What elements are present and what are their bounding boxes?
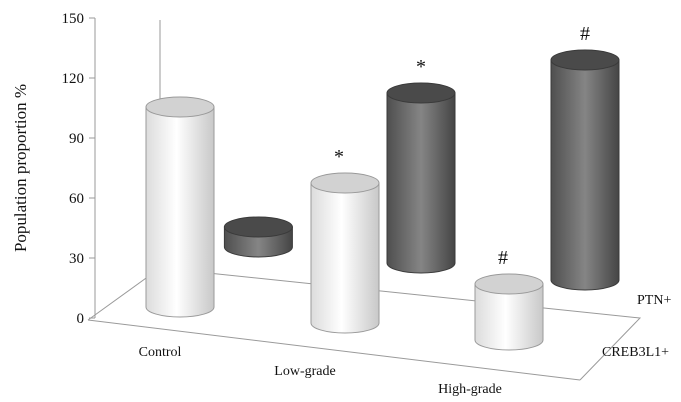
y-tick-label: 60 (69, 191, 84, 207)
y-tick-label: 90 (69, 131, 84, 147)
significance-mark: # (498, 247, 508, 269)
y-axis-label: Population proportion % (11, 84, 30, 252)
bar-top (550, 49, 620, 71)
y-tick-label: 30 (69, 251, 84, 267)
category-label: Low-grade (274, 364, 335, 379)
bar-creb3l1-control (145, 96, 215, 318)
bar-body (386, 92, 456, 274)
series-label: PTN+ (637, 293, 671, 308)
y-ticks: 0 30 60 90 120 150 (62, 11, 95, 327)
bar-body (145, 106, 215, 318)
series-labels: CREB3L1+ PTN+ (602, 293, 671, 360)
y-tick-label: 150 (62, 11, 85, 27)
category-label: High-grade (438, 382, 502, 397)
bar-creb3l1-high-grade: # (474, 247, 544, 351)
bars: * # * # (145, 23, 620, 351)
significance-mark: # (580, 23, 590, 45)
floor-front-edge (87, 319, 581, 381)
category-labels: Control Low-grade High-grade (139, 345, 502, 397)
bar-body (474, 283, 544, 351)
floor-back-edge (87, 267, 642, 381)
bar-creb3l1-low-grade: * (310, 146, 380, 334)
y-tick-label: 0 (77, 311, 85, 327)
series-label: CREB3L1+ (602, 345, 669, 360)
bar-body (550, 59, 620, 291)
bar-body (310, 182, 380, 334)
category-label: Control (139, 345, 182, 360)
significance-mark: * (416, 56, 426, 78)
bar-ptn-control (223, 216, 293, 258)
bar-top (474, 273, 544, 295)
bar-top (223, 216, 293, 238)
bar-top (310, 172, 380, 194)
significance-mark: * (334, 146, 344, 168)
bar-ptn-low-grade: * (386, 56, 456, 274)
bar-top (145, 96, 215, 118)
bar-ptn-high-grade: # (550, 23, 620, 291)
y-tick-label: 120 (62, 71, 85, 87)
bar-top (386, 82, 456, 104)
